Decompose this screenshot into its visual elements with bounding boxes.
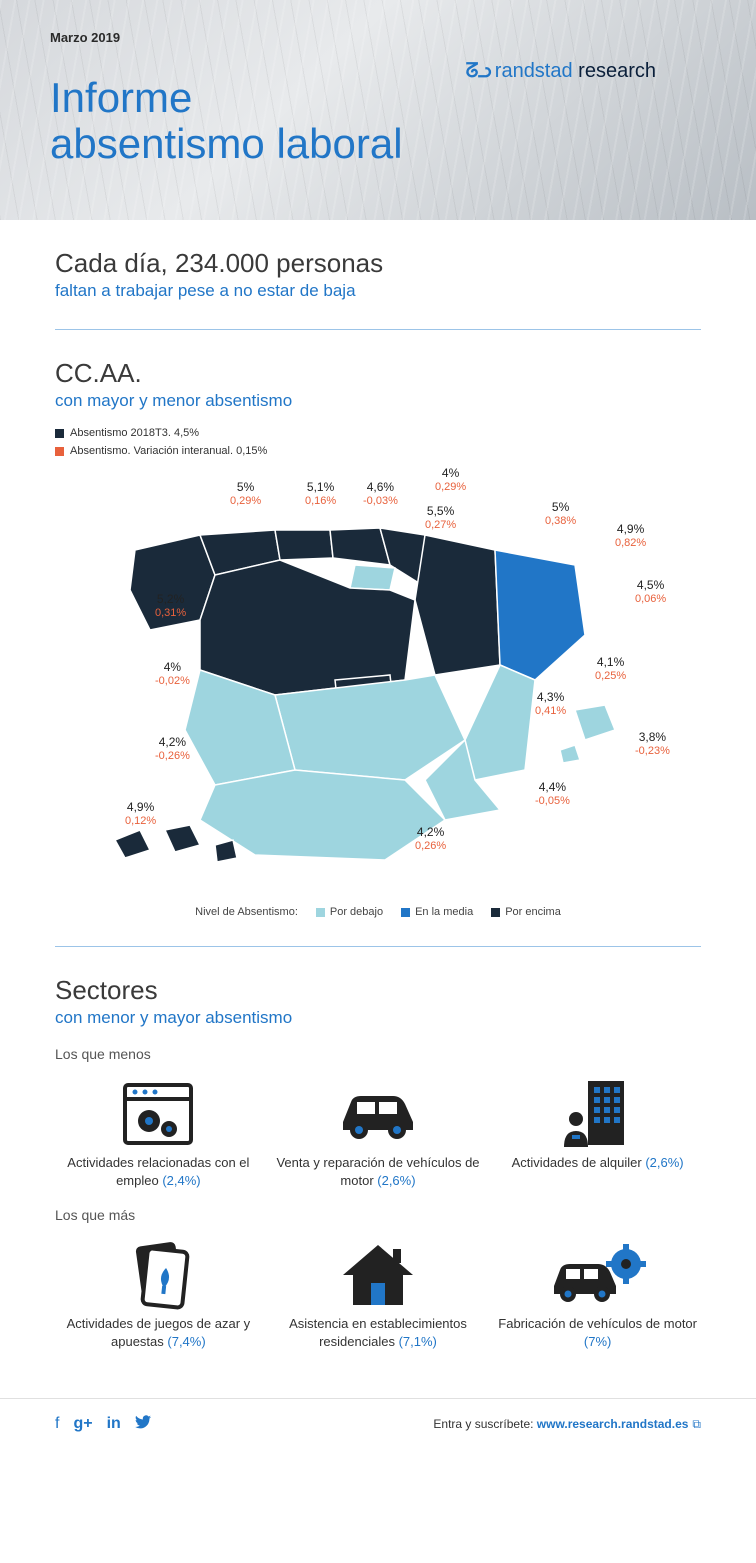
ccaa-title: CC.AA.: [55, 358, 701, 389]
sector-item: Venta y reparación de vehículos de motor…: [275, 1074, 482, 1189]
map-callout: 4,9%0,82%: [615, 522, 646, 551]
region-canarias: [115, 830, 150, 858]
ccaa-section: CC.AA. con mayor y menor absentismo Abse…: [0, 330, 756, 946]
map-callout: 3,8%-0,23%: [635, 730, 670, 759]
map-callout: 5%0,29%: [230, 480, 261, 509]
map-callout: 4,2%-0,26%: [155, 735, 190, 764]
facebook-icon[interactable]: f: [55, 1415, 59, 1434]
sectores-subtitle: con menor y mayor absentismo: [55, 1008, 701, 1028]
ccaa-subtitle: con mayor y menor absentismo: [55, 391, 701, 411]
map-callout: 5%0,38%: [545, 500, 576, 529]
region-canarias: [215, 840, 237, 862]
region-rioja: [350, 565, 395, 590]
mas-heading: Los que más: [55, 1207, 701, 1223]
map-callout: 4,1%0,25%: [595, 655, 626, 684]
subscribe-text: Entra y suscríbete: www.research.randsta…: [433, 1417, 701, 1432]
region-baleares: [575, 705, 615, 740]
map-callout: 5,2%0,31%: [155, 592, 186, 621]
map-callout: 4,4%-0,05%: [535, 780, 570, 809]
map-legend-bottom: Nivel de Absentismo: Por debajoEn la med…: [55, 906, 701, 918]
region-cantabria: [275, 530, 333, 560]
subscribe-link[interactable]: www.research.randstad.es: [537, 1417, 689, 1431]
brand-mark-icon: ᘔᓗ: [466, 60, 491, 82]
sectores-mas-row: Actividades de juegos de azar y apuestas…: [55, 1235, 701, 1350]
intro-headline: Cada día, 234.000 personas: [55, 248, 701, 279]
sector-label: Fabricación de vehículos de motor (7%): [494, 1315, 701, 1350]
menos-heading: Los que menos: [55, 1046, 701, 1062]
gear-window-icon: [55, 1074, 262, 1154]
social-icons: f g+ in: [55, 1415, 151, 1434]
legend-item: Por debajo: [316, 906, 383, 918]
intro-subhead: faltan a trabajar pese a no estar de baj…: [55, 281, 701, 301]
region-andalucia: [200, 770, 445, 860]
map-callout: 5,5%0,27%: [425, 504, 456, 533]
intro-section: Cada día, 234.000 personas faltan a trab…: [0, 220, 756, 329]
sectores-title: Sectores: [55, 975, 701, 1006]
map-callout: 4%0,29%: [435, 466, 466, 495]
map-callout: 4,6%-0,03%: [363, 480, 398, 509]
map-callout: 4,2%0,26%: [415, 825, 446, 854]
sector-label: Actividades relacionadas con el empleo (…: [55, 1154, 262, 1189]
house-icon: [275, 1235, 482, 1315]
sectores-menos-row: Actividades relacionadas con el empleo (…: [55, 1074, 701, 1189]
car-gear-icon: [494, 1235, 701, 1315]
region-baleares: [560, 745, 580, 763]
external-link-icon: ⧉: [692, 1417, 701, 1431]
car-icon: [275, 1074, 482, 1154]
building-person-icon: [494, 1074, 701, 1154]
sector-label: Venta y reparación de vehículos de motor…: [275, 1154, 482, 1189]
sectores-section: Sectores con menor y mayor absentismo Lo…: [0, 947, 756, 1388]
report-date: Marzo 2019: [50, 30, 706, 45]
sector-label: Actividades de alquiler (2,6%): [494, 1154, 701, 1172]
legend-item: Absentismo. Variación interanual. 0,15%: [55, 443, 701, 461]
region-cataluna: [495, 550, 585, 680]
map-callout: 4,5%0,06%: [635, 578, 666, 607]
report-title: Informe absentismo laboral: [50, 75, 706, 167]
brand-logo: ᘔᓗrandstad research: [466, 60, 656, 83]
sector-item: Actividades relacionadas con el empleo (…: [55, 1074, 262, 1189]
legend-item: Absentismo 2018T3. 4,5%: [55, 425, 701, 443]
legend-item: En la media: [401, 906, 473, 918]
sector-item: Actividades de alquiler (2,6%): [494, 1074, 701, 1189]
map-callout: 4%-0,02%: [155, 660, 190, 689]
sector-item: Actividades de juegos de azar y apuestas…: [55, 1235, 262, 1350]
map-callout: 5,1%0,16%: [305, 480, 336, 509]
region-valencia: [465, 665, 535, 780]
sector-item: Asistencia en establecimientos residenci…: [275, 1235, 482, 1350]
hero-banner: Marzo 2019 ᘔᓗrandstad research Informe a…: [0, 0, 756, 220]
linkedin-icon[interactable]: in: [107, 1415, 121, 1434]
legend-item: Por encima: [491, 906, 561, 918]
footer: f g+ in Entra y suscríbete: www.research…: [0, 1398, 756, 1458]
map-callout: 4,9%0,12%: [125, 800, 156, 829]
googleplus-icon[interactable]: g+: [73, 1415, 92, 1434]
map-callout: 4,3%0,41%: [535, 690, 566, 719]
region-aragon: [415, 535, 500, 675]
cards-icon: [55, 1235, 262, 1315]
sector-item: Fabricación de vehículos de motor (7%): [494, 1235, 701, 1350]
region-canarias: [165, 825, 200, 852]
sector-label: Asistencia en establecimientos residenci…: [275, 1315, 482, 1350]
map-legend-top: Absentismo 2018T3. 4,5%Absentismo. Varia…: [55, 425, 701, 460]
spain-map: 5%0,29%5,1%0,16%4,6%-0,03%4%0,29%5,5%0,2…: [55, 470, 701, 900]
twitter-icon[interactable]: [135, 1415, 151, 1434]
sector-label: Actividades de juegos de azar y apuestas…: [55, 1315, 262, 1350]
